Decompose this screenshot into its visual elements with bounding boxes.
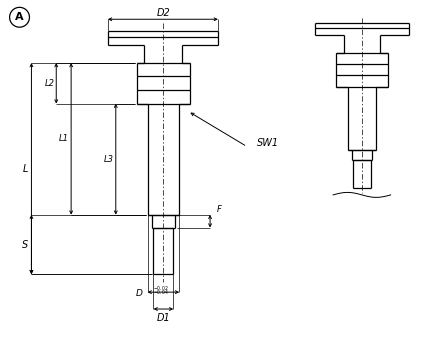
Text: A: A: [15, 12, 24, 22]
Text: S: S: [22, 240, 29, 249]
Text: D2: D2: [157, 8, 170, 18]
Text: F: F: [217, 205, 221, 214]
Text: L: L: [23, 164, 28, 174]
Text: SW1: SW1: [257, 138, 279, 148]
Text: L3: L3: [104, 155, 114, 164]
Text: D1: D1: [157, 313, 170, 323]
Text: L1: L1: [59, 134, 69, 143]
Text: $D$: $D$: [135, 287, 143, 298]
Text: $^{-0.02}_{-0.04}$: $^{-0.02}_{-0.04}$: [153, 285, 170, 298]
Text: L2: L2: [44, 79, 54, 88]
